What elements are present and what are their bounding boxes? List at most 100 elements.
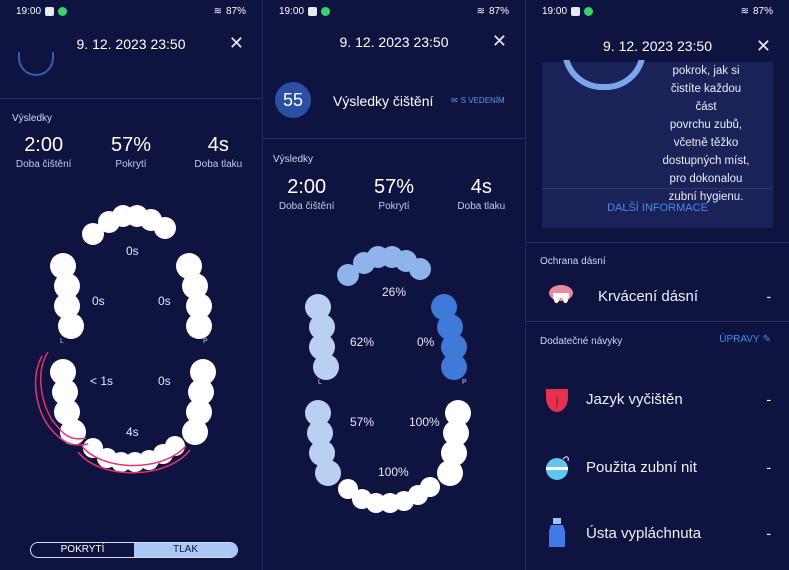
tooth xyxy=(182,419,208,445)
results-heading: Výsledky xyxy=(12,113,53,124)
status-bar: 19:00 ≋ 87% xyxy=(526,0,789,22)
results-heading: Výsledky xyxy=(273,154,314,165)
tongue-icon xyxy=(542,384,572,414)
battery-level: 87% xyxy=(225,5,246,17)
habit-value: - xyxy=(766,525,771,541)
side-left-label: L xyxy=(318,379,322,386)
stats-row: 2:00 Doba čištění 57% Pokrytí 4s Doba tlaku xyxy=(0,134,262,170)
info-line: včetně těžko xyxy=(673,137,739,149)
view-toggle: POKRYTÍ TLAK xyxy=(30,542,238,558)
tooth xyxy=(315,460,341,486)
floss-icon xyxy=(542,452,572,482)
score-badge: 55 xyxy=(275,82,311,118)
more-info-button[interactable]: DALŠÍ INFORMACE xyxy=(607,202,708,214)
whatsapp-icon xyxy=(58,6,68,16)
card-divider xyxy=(542,188,773,189)
toggle-pressure[interactable]: TLAK xyxy=(134,543,237,557)
toggle-coverage[interactable]: POKRYTÍ xyxy=(60,544,105,555)
tooth xyxy=(82,223,104,245)
whatsapp-icon xyxy=(584,6,594,16)
screen-coverage: 19:00 ≋ 87% 9. 12. 2023 23:50 ✕ 55 Výsled… xyxy=(263,0,526,570)
tooth xyxy=(441,354,467,380)
habit-row-tongue[interactable]: Jazyk vyčištěn - xyxy=(526,382,789,416)
header: 9. 12. 2023 23:50 ✕ xyxy=(263,28,525,60)
gum-heading: Ochrana dásní xyxy=(540,256,606,267)
habit-value: - xyxy=(766,459,771,475)
mail-icon: ✉ xyxy=(451,96,458,105)
info-line: povrchu zubů, xyxy=(669,119,743,131)
info-line: zubní hygienu. xyxy=(668,191,744,203)
close-icon[interactable]: ✕ xyxy=(491,31,507,51)
header: 9. 12. 2023 23:50 ✕ xyxy=(0,30,262,62)
pencil-icon: ✎ xyxy=(762,334,771,345)
stat-pressure-time: 4s Doba tlaku xyxy=(457,176,506,212)
battery-level: 87% xyxy=(488,5,509,17)
zone-lower-right: 100% xyxy=(409,415,440,429)
tooth xyxy=(58,313,84,339)
tooth xyxy=(437,460,463,486)
pressure-highlight xyxy=(34,351,191,474)
zone-lower-left: < 1s xyxy=(90,374,114,388)
info-line: čistíte každou část xyxy=(670,83,742,113)
habit-label: Ústa vypláchnuta xyxy=(586,524,702,542)
session-date: 9. 12. 2023 23:50 xyxy=(603,38,712,54)
divider xyxy=(526,321,789,322)
status-bar: 19:00 ≋ 87% xyxy=(0,0,262,22)
info-card: pokrok, jak si čistíte každou část povrchu… xyxy=(542,48,773,228)
tooth xyxy=(409,258,431,280)
screen-habits: 19:00 ≋ 87% pokrok, jak si čistíte každou … xyxy=(526,0,789,570)
stat-brush-time: 2:00 Doba čištění xyxy=(15,134,72,170)
zone-upper-left: 0s xyxy=(92,294,105,308)
zone-lower-front: 100% xyxy=(378,465,409,479)
info-text: pokrok, jak si čistíte každou část povrchu… xyxy=(660,62,752,206)
edit-button[interactable]: ÚPRAVY ✎ xyxy=(719,334,771,345)
stat-coverage: 57% Pokrytí xyxy=(110,134,151,170)
gallery-icon xyxy=(308,6,318,16)
zone-upper-right: 0% xyxy=(417,335,435,349)
session-date: 9. 12. 2023 23:50 xyxy=(339,34,449,50)
side-right-label: P xyxy=(462,379,467,386)
gum-item-value: - xyxy=(766,288,771,304)
tooth xyxy=(313,354,339,380)
divider xyxy=(526,242,789,243)
mouthwash-icon xyxy=(542,518,572,548)
gum-bleeding-row[interactable]: Krvácení dásní - xyxy=(526,280,789,312)
gallery-icon xyxy=(571,6,581,16)
zone-lower-left: 57% xyxy=(350,415,375,429)
zone-upper-front: 0s xyxy=(126,244,139,258)
habit-row-rinse[interactable]: Ústa vypláchnuta - xyxy=(526,515,789,551)
stats-row: 2:00 Doba čištění 57% Pokrytí 4s Doba tlaku xyxy=(263,176,525,212)
header: 9. 12. 2023 23:50 ✕ xyxy=(526,28,789,60)
status-bar: 19:00 ≋ 87% xyxy=(263,0,525,22)
stat-brush-time: 2:00 Doba čištění xyxy=(278,176,335,212)
battery-level: 87% xyxy=(752,5,773,17)
wifi-icon: ≋ xyxy=(213,5,222,17)
score-title: Výsledky čištění xyxy=(333,93,434,109)
zone-lower-right: 0s xyxy=(158,374,171,388)
whatsapp-icon xyxy=(321,6,331,16)
habit-row-floss[interactable]: Použita zubní nit - xyxy=(526,450,789,484)
gum-item-label: Krvácení dásní xyxy=(598,287,699,305)
wifi-icon: ≋ xyxy=(740,5,749,17)
zone-lower-front: 4s xyxy=(126,425,139,439)
stat-coverage: 57% Pokrytí xyxy=(373,176,414,212)
zone-upper-left: 62% xyxy=(350,335,375,349)
tooth xyxy=(337,264,359,286)
status-time: 19:00 xyxy=(16,5,42,17)
close-icon[interactable]: ✕ xyxy=(228,33,244,53)
guided-mode: ✉ S VEDENÍM xyxy=(451,96,505,105)
divider xyxy=(263,138,525,139)
tooth xyxy=(186,313,212,339)
session-date: 9. 12. 2023 23:50 xyxy=(76,36,186,52)
info-line: dostupných míst, xyxy=(662,155,750,167)
info-line: pro dokonalou xyxy=(669,173,743,185)
zone-upper-front: 26% xyxy=(382,285,407,299)
habit-label: Jazyk vyčištěn xyxy=(586,390,683,408)
close-icon[interactable]: ✕ xyxy=(755,36,771,56)
habits-heading: Dodatečné návyky xyxy=(540,336,623,347)
gallery-icon xyxy=(45,6,55,16)
zone-upper-right: 0s xyxy=(158,294,171,308)
info-line: pokrok, jak si xyxy=(672,65,740,77)
status-time: 19:00 xyxy=(279,5,305,17)
tooth-gum-icon xyxy=(546,281,576,311)
